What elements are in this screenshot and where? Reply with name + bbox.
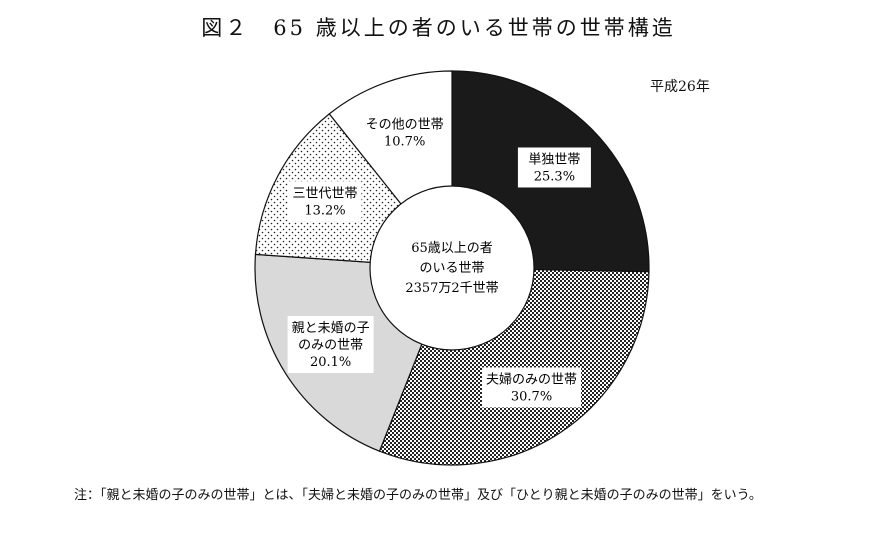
slice-name-couple: 夫婦のみの世帯 [486,371,577,387]
chart-title: 図２ 65 歳以上の者のいる世帯の世帯構造 [201,16,676,40]
slice-name-single: 単独世帯 [528,151,580,167]
slice-label-box-couple [482,367,582,408]
slice-value-single: 25.3% [534,169,575,184]
footnote: 注：「親と未婚の子のみの世帯」とは、「夫婦と未婚の子のみの世帯」及び「ひとり親と… [74,488,762,503]
center-label-line-3: 2357万2千世帯 [405,281,498,296]
slice-value-parent-child: 20.1% [310,355,351,370]
slice-name-other: その他の世帯 [366,118,444,133]
slice-label-box-three-generation [288,181,362,222]
donut-center-hole [369,185,535,351]
center-label-line-1: 65歳以上の者 [411,241,493,256]
slice-label-box-single [517,147,591,188]
slice-name-parent-child: のみの世帯 [298,338,363,353]
slice-value-three-generation: 13.2% [304,203,345,218]
slice-value-other: 10.7% [384,135,425,150]
slice-label-box-other [361,112,448,153]
slice-label-box-parent-child [287,316,374,374]
slice-value-couple: 30.7% [511,389,552,404]
center-label-line-2: のいる世帯 [419,261,484,276]
slice-name-three-generation: 三世代世帯 [292,186,357,201]
slice-name-parent-child: 親と未婚の子 [292,321,370,336]
year-label: 平成26年 [650,79,710,95]
